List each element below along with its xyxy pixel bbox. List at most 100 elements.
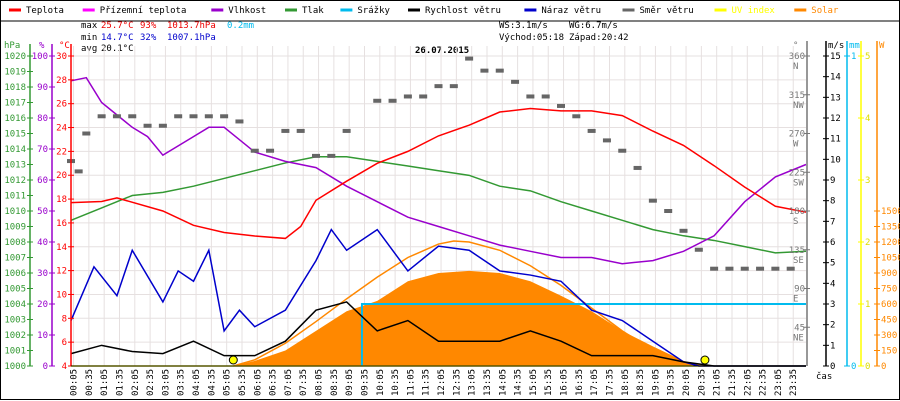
temp-tick-label: 24 [56, 124, 67, 134]
x-tick-label: 16:05 [560, 369, 570, 396]
hpa-tick-label: 1013 [4, 161, 26, 171]
mm-axis-unit: mm [849, 41, 860, 51]
wind-direction-mark [74, 169, 83, 174]
x-tick-label: 01:05 [100, 369, 110, 396]
stat-max-press: 1013.7hPa [167, 21, 216, 31]
ms-tick-label: 13 [830, 93, 841, 103]
wind-direction-mark [342, 128, 351, 133]
w-tick-label: 1050 [881, 254, 900, 264]
ms-tick-label: 2 [830, 321, 835, 331]
legend-item-5: Rychlost větru [425, 6, 501, 16]
deg-tick-label: 270 [789, 130, 805, 140]
wind-direction-mark [235, 119, 244, 124]
wind-direction-mark [266, 148, 275, 153]
hpa-axis-unit: hPa [4, 41, 20, 51]
wind-direction-mark [495, 68, 504, 73]
ms-tick-label: 4 [830, 279, 835, 289]
series-solar-area [233, 270, 705, 366]
hpa-tick-label: 1000 [4, 362, 26, 372]
legend-item-1: Přízemní teplota [100, 6, 187, 16]
wind-direction-mark [174, 114, 183, 119]
stat-max-hum: 93% [140, 21, 157, 31]
x-tick-label: 10:05 [376, 369, 386, 396]
x-axis-label: čas [816, 371, 832, 382]
x-tick-label: 01:35 [115, 369, 125, 396]
sunset-marker [700, 355, 710, 365]
wind-direction-mark [143, 123, 152, 128]
x-tick-label: 00:05 [70, 369, 80, 396]
wind-direction-mark [602, 138, 611, 143]
temp-tick-label: 18 [56, 195, 67, 205]
w-tick-label: 300 [881, 331, 897, 341]
compass-label: NE [793, 333, 804, 343]
uv-tick-label: 3 [865, 176, 870, 186]
x-tick-label: 22:05 [743, 369, 753, 396]
x-tick-label: 13:05 [468, 369, 478, 396]
legend-item-3: Tlak [302, 6, 324, 16]
legend-item-4: Srážky [357, 6, 390, 16]
hpa-tick-label: 1006 [4, 269, 26, 279]
pct-tick-label: 0 [43, 362, 48, 372]
wind-direction-mark [664, 209, 673, 213]
hpa-tick-label: 1002 [4, 331, 26, 341]
wind-direction-mark [465, 56, 474, 61]
temp-tick-label: 16 [56, 219, 67, 229]
stat-rain: 0.2mm [227, 21, 254, 31]
hpa-tick-label: 1014 [4, 145, 26, 155]
compass-label: N [793, 62, 798, 72]
x-tick-label: 00:35 [85, 369, 95, 396]
pct-tick-label: 80 [37, 114, 48, 124]
wind-direction-mark [771, 266, 780, 271]
compass-label: NW [793, 101, 804, 111]
x-tick-label: 15:05 [529, 369, 539, 396]
temp-tick-label: 8 [62, 314, 67, 324]
x-tick-label: 19:05 [651, 369, 661, 396]
x-tick-label: 13:35 [483, 369, 493, 396]
x-tick-label: 04:05 [192, 369, 202, 396]
legend-item-7: Směr větru [640, 6, 694, 16]
compass-label: W [793, 140, 799, 150]
wind-direction-mark [756, 266, 765, 271]
hpa-tick-label: 1004 [4, 300, 26, 310]
x-tick-label: 20:35 [697, 369, 707, 396]
pct-tick-label: 100 [32, 52, 48, 62]
deg-tick-label: 135 [789, 246, 805, 256]
x-tick-label: 19:35 [667, 369, 677, 396]
pct-tick-label: 90 [37, 83, 48, 93]
pct-tick-label: 10 [37, 331, 48, 341]
wind-direction-mark [296, 128, 305, 133]
hpa-tick-label: 1012 [4, 176, 26, 186]
x-tick-label: 05:35 [238, 369, 248, 396]
ms-tick-label: 10 [830, 155, 841, 165]
temp-tick-label: 26 [56, 100, 67, 110]
temp-tick-label: 4 [62, 362, 67, 372]
ms-tick-label: 0 [830, 362, 835, 372]
ms-tick-label: 14 [830, 73, 841, 83]
x-tick-label: 08:35 [330, 369, 340, 396]
series-solar-theoretical-line [233, 240, 706, 367]
x-tick-label: 09:05 [345, 369, 355, 396]
temp-tick-label: 28 [56, 76, 67, 86]
pct-tick-label: 50 [37, 207, 48, 217]
deg-tick-label: 225 [789, 168, 805, 178]
deg-tick-label: 180 [789, 207, 805, 217]
hpa-tick-label: 1008 [4, 238, 26, 248]
ms-tick-label: 5 [830, 259, 835, 269]
pct-tick-label: 60 [37, 176, 48, 186]
series-sr-ky-line [360, 303, 806, 366]
x-tick-label: 07:05 [284, 369, 294, 396]
wind-direction-mark [511, 79, 520, 84]
hpa-tick-label: 1011 [4, 192, 26, 202]
stat-wind-gust: WG:6.7m/s [569, 21, 618, 31]
deg-tick-label: 45 [794, 323, 805, 333]
wind-direction-mark [740, 266, 749, 271]
wind-direction-mark [158, 123, 167, 128]
x-tick-label: 08:05 [315, 369, 325, 396]
hpa-tick-label: 1020 [4, 52, 26, 62]
temp-tick-label: 10 [56, 290, 67, 300]
stat-min-label: min [81, 33, 97, 43]
x-tick-label: 06:05 [253, 369, 263, 396]
series-teplota-line [70, 107, 807, 240]
